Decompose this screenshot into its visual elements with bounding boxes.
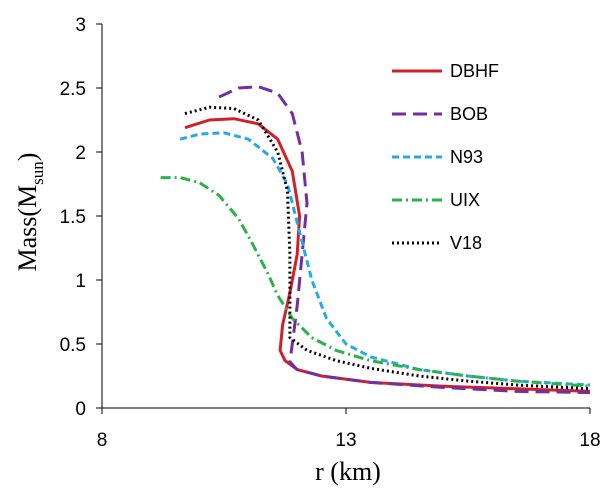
x-tick-label: 18	[579, 430, 600, 451]
y-axis-label-main: Mass(M	[13, 185, 42, 272]
legend-label-v18: V18	[450, 233, 482, 253]
legend-label-uix: UIX	[450, 190, 480, 210]
legend: DBHF BOB N93 UIX V18	[392, 61, 499, 253]
axes	[101, 24, 590, 409]
series-line-n93	[179, 131, 591, 387]
y-tick-label: 1	[75, 271, 86, 292]
series-line-dbhf	[184, 117, 591, 393]
series-line-uix	[160, 176, 591, 388]
legend-label-dbhf: DBHF	[450, 61, 499, 81]
y-tick-label: 3	[75, 15, 86, 36]
x-axis-label: r (km)	[315, 457, 381, 486]
x-tick-label: 13	[335, 430, 356, 451]
legend-label-bob: BOB	[450, 104, 488, 124]
y-axis-label: Mass(Msun)	[13, 153, 47, 272]
legend-label-n93: N93	[450, 147, 483, 167]
series-line-v18	[184, 105, 591, 391]
y-axis-label-sub: sun	[28, 161, 47, 185]
y-tick-label: 2	[75, 143, 86, 164]
series-line-bob	[218, 85, 591, 395]
x-tick-label: 8	[97, 430, 108, 451]
y-tick-label: 1.5	[60, 207, 86, 228]
tick-labels: 0 0.5 1 1.5 2 2.5 3 8 13 18	[60, 15, 601, 451]
y-tick-label: 0	[75, 399, 86, 420]
y-tick-label: 2.5	[60, 79, 86, 100]
y-tick-label: 0.5	[60, 335, 86, 356]
series-lines	[160, 85, 591, 395]
y-axis-label-close: )	[13, 153, 42, 162]
